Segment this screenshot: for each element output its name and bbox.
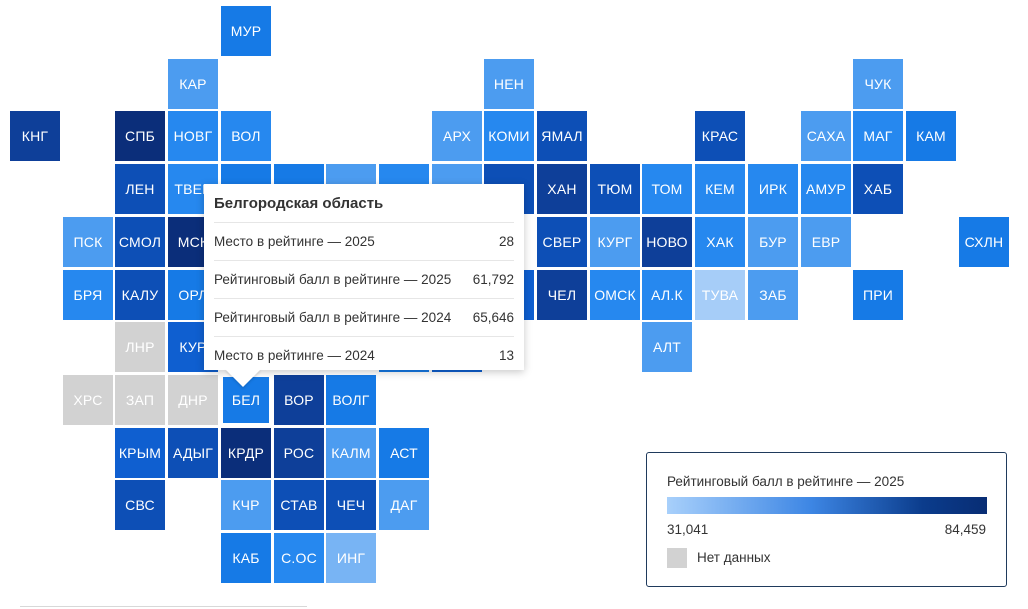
tooltip-row-label: Место в рейтинге — 2024 xyxy=(214,348,375,363)
region-tile-ТОМ[interactable]: ТОМ xyxy=(642,164,692,214)
region-tile-НОВО[interactable]: НОВО xyxy=(642,217,692,267)
region-tile-ТЮМ[interactable]: ТЮМ xyxy=(590,164,640,214)
region-tile-РОС[interactable]: РОС xyxy=(274,428,324,478)
region-tile-КАЛУ[interactable]: КАЛУ xyxy=(115,270,165,320)
tooltip-row-score-2024: Рейтинговый балл в рейтинге — 2024 65,64… xyxy=(214,299,514,337)
region-tile-БРЯ[interactable]: БРЯ xyxy=(63,270,113,320)
tooltip-row-value: 28 xyxy=(498,234,514,249)
region-tile-СТАВ[interactable]: СТАВ xyxy=(274,480,324,530)
region-tile-КАЛМ[interactable]: КАЛМ xyxy=(326,428,376,478)
region-tile-КАР[interactable]: КАР xyxy=(168,59,218,109)
region-tile-ВОР[interactable]: ВОР xyxy=(274,375,324,425)
legend-min-value: 31,041 xyxy=(667,522,709,537)
region-tile-ЧУК[interactable]: ЧУК xyxy=(853,59,903,109)
region-tile-ИРК[interactable]: ИРК xyxy=(748,164,798,214)
region-tile-ХАН[interactable]: ХАН xyxy=(537,164,587,214)
tooltip-row-rank-2025: Место в рейтинге — 2025 28 xyxy=(214,223,514,261)
region-tile-ДАГ[interactable]: ДАГ xyxy=(379,480,429,530)
tooltip-pointer xyxy=(225,369,261,387)
region-tile-СВС[interactable]: СВС xyxy=(115,480,165,530)
region-tile-КАМ[interactable]: КАМ xyxy=(906,111,956,161)
region-tile-КУРГ[interactable]: КУРГ xyxy=(590,217,640,267)
region-tile-ХАБ[interactable]: ХАБ xyxy=(853,164,903,214)
map-legend: Рейтинговый балл в рейтинге — 2025 31,04… xyxy=(646,452,1007,587)
region-tile-ПСК[interactable]: ПСК xyxy=(63,217,113,267)
region-tile-ХАК[interactable]: ХАК xyxy=(695,217,745,267)
region-tile-НОВГ[interactable]: НОВГ xyxy=(168,111,218,161)
region-tile-АДЫГ[interactable]: АДЫГ xyxy=(168,428,218,478)
region-tile-КЧР[interactable]: КЧР xyxy=(221,480,271,530)
region-tile-ЗАП[interactable]: ЗАП xyxy=(115,375,165,425)
tooltip-row-rank-2024: Место в рейтинге — 2024 13 xyxy=(214,337,514,374)
region-tooltip: Белгородская область Место в рейтинге — … xyxy=(204,184,524,370)
tooltip-row-value: 13 xyxy=(498,348,514,363)
region-tile-ЕВР[interactable]: ЕВР xyxy=(801,217,851,267)
region-tile-АРХ[interactable]: АРХ xyxy=(432,111,482,161)
region-tile-СХЛН[interactable]: СХЛН xyxy=(959,217,1009,267)
region-tile-КРАС[interactable]: КРАС xyxy=(695,111,745,161)
region-tile-ИНГ[interactable]: ИНГ xyxy=(326,533,376,583)
region-tile-ВОЛ[interactable]: ВОЛ xyxy=(221,111,271,161)
region-tile-ЧЕЛ[interactable]: ЧЕЛ xyxy=(537,270,587,320)
legend-max-value: 84,459 xyxy=(944,522,986,537)
tooltip-row-label: Рейтинговый балл в рейтинге — 2024 xyxy=(214,310,452,325)
region-tile-МУР[interactable]: МУР xyxy=(221,6,271,56)
tooltip-row-label: Место в рейтинге — 2025 xyxy=(214,234,375,249)
region-tile-ДНР[interactable]: ДНР xyxy=(168,375,218,425)
divider xyxy=(20,606,307,607)
region-tile-ВОЛГ[interactable]: ВОЛГ xyxy=(326,375,376,425)
region-tile-ТУВА[interactable]: ТУВА xyxy=(695,270,745,320)
region-tile-ЛЕН[interactable]: ЛЕН xyxy=(115,164,165,214)
region-tile-КОМИ[interactable]: КОМИ xyxy=(484,111,534,161)
region-tile-САХА[interactable]: САХА xyxy=(801,111,851,161)
region-tile-ХРС[interactable]: ХРС xyxy=(63,375,113,425)
tooltip-row-score-2025: Рейтинговый балл в рейтинге — 2025 61,79… xyxy=(214,261,514,299)
region-tile-СПБ[interactable]: СПБ xyxy=(115,111,165,161)
tooltip-row-value: 65,646 xyxy=(472,310,514,325)
region-tile-КРДР[interactable]: КРДР xyxy=(221,428,271,478)
legend-title: Рейтинговый балл в рейтинге — 2025 xyxy=(667,474,905,489)
region-tile-СВЕР[interactable]: СВЕР xyxy=(537,217,587,267)
region-tile-АСТ[interactable]: АСТ xyxy=(379,428,429,478)
region-tile-АЛ.К[interactable]: АЛ.К xyxy=(642,270,692,320)
region-tile-ПРИ[interactable]: ПРИ xyxy=(853,270,903,320)
region-tile-АЛТ[interactable]: АЛТ xyxy=(642,322,692,372)
region-tile-ЯМАЛ[interactable]: ЯМАЛ xyxy=(537,111,587,161)
tooltip-row-value: 61,792 xyxy=(472,272,514,287)
region-tile-С.ОС[interactable]: С.ОС xyxy=(274,533,324,583)
region-tile-АМУР[interactable]: АМУР xyxy=(801,164,851,214)
tooltip-row-label: Рейтинговый балл в рейтинге — 2025 xyxy=(214,272,452,287)
region-tile-ЧЕЧ[interactable]: ЧЕЧ xyxy=(326,480,376,530)
region-tile-КАБ[interactable]: КАБ xyxy=(221,533,271,583)
region-tile-ОМСК[interactable]: ОМСК xyxy=(590,270,640,320)
region-tile-БУР[interactable]: БУР xyxy=(748,217,798,267)
legend-nodata-label: Нет данных xyxy=(697,550,771,565)
region-tile-МАГ[interactable]: МАГ xyxy=(853,111,903,161)
region-tile-КЕМ[interactable]: КЕМ xyxy=(695,164,745,214)
region-tile-КРЫМ[interactable]: КРЫМ xyxy=(115,428,165,478)
region-tile-ЛНР[interactable]: ЛНР xyxy=(115,322,165,372)
legend-nodata-swatch xyxy=(667,548,687,568)
region-tile-СМОЛ[interactable]: СМОЛ xyxy=(115,217,165,267)
legend-gradient-bar xyxy=(667,497,987,514)
region-tile-КНГ[interactable]: КНГ xyxy=(10,111,60,161)
region-tile-ЗАБ[interactable]: ЗАБ xyxy=(748,270,798,320)
tooltip-title: Белгородская область xyxy=(214,184,514,223)
region-tile-НЕН[interactable]: НЕН xyxy=(484,59,534,109)
